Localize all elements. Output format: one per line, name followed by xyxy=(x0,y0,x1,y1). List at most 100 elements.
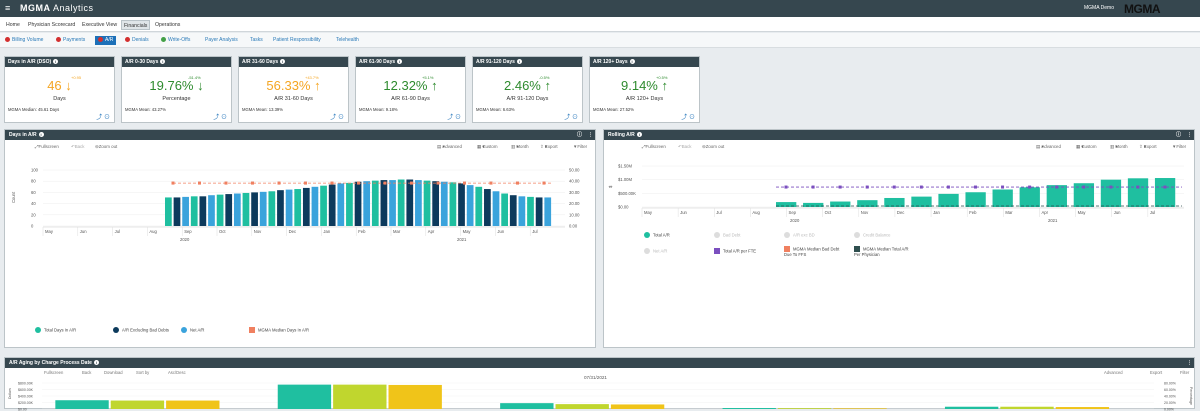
median-marker xyxy=(251,181,254,185)
bar xyxy=(518,196,526,226)
info-icon[interactable]: ⓘ xyxy=(577,132,583,138)
legend-net-ar[interactable]: Net A/R xyxy=(644,248,667,254)
subnav-telehealth[interactable]: Telehealth xyxy=(336,37,359,43)
bar xyxy=(328,184,336,226)
trend-icon[interactable]: ⤴ xyxy=(681,115,688,121)
fullscreen-button[interactable]: ⤢ Fullscreen xyxy=(35,144,59,149)
fte-marker xyxy=(1109,185,1113,189)
subnav-denials[interactable]: Denials xyxy=(125,36,149,45)
info-icon[interactable]: i xyxy=(397,59,403,64)
subnav-write-offs[interactable]: Write-Offs xyxy=(161,36,190,45)
trend-icon[interactable]: ⤴ xyxy=(96,115,103,121)
kpi-change: +5.1% xyxy=(422,75,434,80)
zoom-out-button[interactable]: ⊖ Zoom out xyxy=(702,144,725,149)
subnav-patient-responsibility[interactable]: Patient Responsibility xyxy=(273,37,321,43)
legend-credit-balance[interactable]: Credit Balance xyxy=(854,232,890,238)
kpi-card[interactable]: A/R 31-60 Days i 56.33% ↑ +43.7% A/R 31-60 D… xyxy=(238,56,349,123)
legend-mgma-bad-debt[interactable]: MGMA Median Bad Debt Due To FFS xyxy=(784,246,840,257)
subnav-tasks[interactable]: Tasks xyxy=(250,37,263,43)
export-dropdown[interactable]: ⇪ Export ▾ xyxy=(1139,144,1157,149)
info-icon[interactable]: ⓘ xyxy=(1176,132,1182,138)
subnav-billing-volume[interactable]: Billing Volume xyxy=(5,36,43,45)
app-brand[interactable]: MGMA Analytics xyxy=(20,3,94,13)
filter-button[interactable]: ▼ Filter xyxy=(1172,144,1187,149)
user-name[interactable]: MGMA Demo xyxy=(1084,5,1115,11)
zoom-out-button[interactable]: ⊖ Zoom out xyxy=(95,144,118,149)
legend-ar-excluding-bad-debts[interactable]: A/R Excluding Bad Debts xyxy=(113,327,169,333)
tab-operations[interactable]: Operations xyxy=(155,22,181,28)
kpi-card[interactable]: A/R 61-90 Days i 12.32% ↑ +5.1% A/R 61-90 Da… xyxy=(355,56,466,123)
legend-mgma-total-ar[interactable]: MGMA Median Total A/R Per Physician xyxy=(854,246,909,257)
settings-icon[interactable]: ⊙ xyxy=(103,115,110,121)
tab-physician-scorecard[interactable]: Physician Scorecard xyxy=(28,22,76,28)
info-icon[interactable]: i xyxy=(93,360,99,365)
info-icon[interactable]: i xyxy=(636,132,642,137)
bar xyxy=(182,196,189,226)
legend-net-ar[interactable]: Net A/R xyxy=(181,327,204,333)
settings-icon[interactable]: ⊙ xyxy=(571,115,578,121)
settings-icon[interactable]: ⊙ xyxy=(337,115,344,121)
tab-home[interactable]: Home xyxy=(6,22,20,28)
x-tick-label: Apr xyxy=(428,229,435,234)
legend-total-ar-per-fte[interactable]: Total A/R per FTE xyxy=(714,248,756,254)
y-tick-label: 20 xyxy=(31,212,36,217)
info-icon[interactable]: i xyxy=(280,59,286,64)
bar xyxy=(389,180,396,226)
trend-icon[interactable]: ⤴ xyxy=(330,115,337,121)
month-dropdown[interactable]: ▥ Month ▾ xyxy=(511,144,529,149)
info-icon[interactable]: i xyxy=(53,59,59,64)
custom-dropdown[interactable]: ▦ Custom ▾ xyxy=(1076,144,1097,149)
x-tick-label: Aug xyxy=(149,229,157,234)
info-icon[interactable]: i xyxy=(516,59,522,64)
y-tick-label: 40 xyxy=(31,201,36,206)
trend-icon[interactable]: ⤴ xyxy=(564,115,571,121)
kpi-median: MGMA Mean: 6.63% xyxy=(476,107,515,112)
bar xyxy=(440,181,448,226)
legend-ar-exc-bd[interactable]: A/R exc BD xyxy=(784,232,815,238)
back-button[interactable]: ↶ Back xyxy=(678,144,692,149)
kpi-card[interactable]: Days in A/R (DSO) i 46 ↓ +0.95 Days MGMA Medi… xyxy=(4,56,115,123)
kpi-card[interactable]: A/R 91-120 Days i 2.46% ↑ -0.5% A/R 91-120 D… xyxy=(472,56,583,123)
fullscreen-button[interactable]: ⤢ Fullscreen xyxy=(642,144,666,149)
legend-bad-debt[interactable]: Bad Debt xyxy=(714,232,740,238)
trend-icon[interactable]: ⤴ xyxy=(447,115,454,121)
menu-icon[interactable]: ≡ xyxy=(5,3,11,13)
median-marker xyxy=(304,181,307,185)
legend-total-ar[interactable]: Total A/R xyxy=(644,232,670,238)
bar xyxy=(259,191,267,226)
fte-marker xyxy=(919,185,923,189)
more-icon[interactable]: ⋮ xyxy=(588,132,593,138)
more-icon[interactable]: ⋮ xyxy=(1187,360,1192,366)
info-icon[interactable]: i xyxy=(38,132,44,137)
settings-icon[interactable]: ⊙ xyxy=(688,115,695,121)
info-icon[interactable]: i xyxy=(160,59,166,64)
legend-total-days[interactable]: Total Days In A/R xyxy=(35,327,76,333)
more-icon[interactable]: ⋮ xyxy=(1187,132,1192,138)
x-tick-label: Oct xyxy=(219,229,226,234)
y-tick-label: $500.00K xyxy=(618,191,636,196)
month-dropdown[interactable]: ▥ Month ▾ xyxy=(1110,144,1128,149)
settings-icon[interactable]: ⊙ xyxy=(220,115,227,121)
legend-mgma-median[interactable]: MGMA Median Days In A/R xyxy=(249,327,309,333)
custom-dropdown[interactable]: ▦ Custom ▾ xyxy=(477,144,498,149)
y2-tick-label: 0.00 xyxy=(569,224,578,229)
advanced-dropdown[interactable]: ▤ Advanced ▾ xyxy=(1036,144,1061,149)
kpi-card[interactable]: A/R 0-30 Days i 19.76% ↓ -51.4% Percentage MG… xyxy=(121,56,232,123)
status-dot-icon xyxy=(98,36,103,42)
kpi-card[interactable]: A/R 120+ Days i 9.14% ↑ +0.5% A/R 120+ Days M… xyxy=(589,56,700,123)
tab-executive-view[interactable]: Executive View xyxy=(82,22,118,28)
info-icon[interactable]: i xyxy=(629,59,635,64)
tab-financials[interactable]: Financials xyxy=(121,20,151,30)
back-button[interactable]: ↶ Back xyxy=(71,144,85,149)
fte-marker xyxy=(865,185,869,189)
trend-icon[interactable]: ⤴ xyxy=(213,115,220,121)
subnav-payer-analysis[interactable]: Payer Analysis xyxy=(205,37,238,43)
subnav-ar[interactable]: A/R xyxy=(95,36,117,45)
advanced-dropdown[interactable]: ▤ Advanced ▾ xyxy=(437,144,462,149)
fte-marker xyxy=(811,185,815,189)
rolling-ar-panel: Rolling A/R i ⓘ ⋮ ⤢ Fullscreen ↶ Back ⊖ Zo… xyxy=(603,129,1195,348)
filter-button[interactable]: ▼ Filter xyxy=(573,144,588,149)
export-dropdown[interactable]: ⇪ Export ▾ xyxy=(540,144,558,149)
settings-icon[interactable]: ⊙ xyxy=(454,115,461,121)
subnav-payments[interactable]: Payments xyxy=(56,36,85,45)
